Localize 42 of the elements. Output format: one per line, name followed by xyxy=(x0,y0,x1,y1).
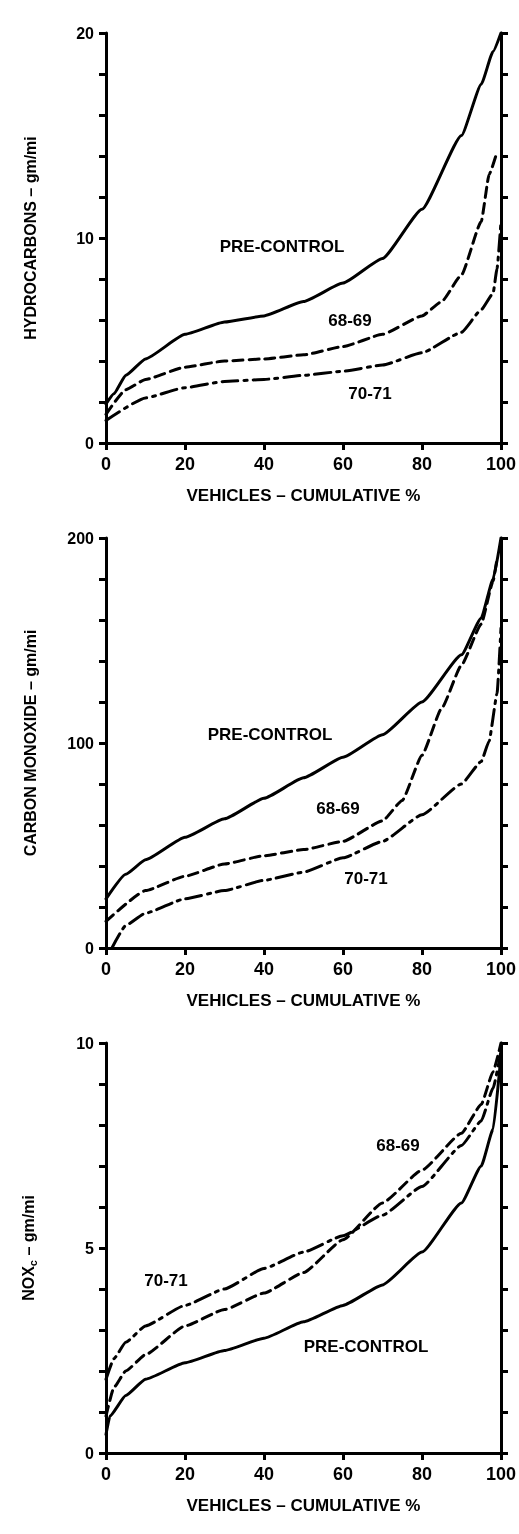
y-tick-label: 0 xyxy=(85,1444,95,1462)
x-tick-label: 40 xyxy=(253,959,275,979)
y-tick-label: 0 xyxy=(85,434,95,452)
series-label: 70-71 xyxy=(344,868,388,888)
y-tick-label: 5 xyxy=(85,1239,95,1257)
series-label: 68-69 xyxy=(376,1136,420,1155)
series-label: 68-69 xyxy=(328,310,372,330)
y-tick-label: 10 xyxy=(76,229,95,247)
x-tick-label: 40 xyxy=(253,1464,275,1484)
y-tick-label: 100 xyxy=(67,734,95,752)
x-tick-label: 80 xyxy=(411,959,432,979)
x-tick-label: 60 xyxy=(332,1464,354,1484)
y-tick-label: 10 xyxy=(76,1034,95,1052)
x-tick-label: 0 xyxy=(100,1464,112,1484)
x-tick-label: 20 xyxy=(174,1464,196,1484)
x-tick-label: 20 xyxy=(174,959,196,979)
x-tick-label: 20 xyxy=(174,454,196,474)
x-tick-label: 60 xyxy=(332,959,354,979)
y-tick-label: 200 xyxy=(67,529,95,547)
y-tick-label: 0 xyxy=(85,939,95,957)
series-label: 68-69 xyxy=(316,799,360,819)
series-label: PRE-CONTROL xyxy=(303,1336,429,1356)
x-axis-title: VEHICLES – CUMULATIVE % xyxy=(186,486,421,505)
x-axis-title: VEHICLES – CUMULATIVE % xyxy=(186,991,421,1010)
x-tick-label: 100 xyxy=(485,454,517,474)
series-label: PRE-CONTROL xyxy=(219,236,345,256)
y-axis-title: CARBON MONOXIDE – gm/mi xyxy=(21,629,39,857)
series-label: 70-71 xyxy=(144,1271,188,1291)
y-tick-label: 20 xyxy=(76,24,95,42)
x-tick-label: 100 xyxy=(485,959,517,979)
x-axis-title: VEHICLES – CUMULATIVE % xyxy=(186,1496,421,1515)
x-tick-label: 0 xyxy=(100,959,112,979)
x-tick-label: 60 xyxy=(332,454,354,474)
series-label: PRE-CONTROL xyxy=(207,725,333,745)
series-label: 70-71 xyxy=(348,384,392,404)
x-tick-label: 80 xyxy=(411,454,432,474)
x-tick-label: 80 xyxy=(411,1464,432,1484)
y-axis-title: NOXc – gm/mi xyxy=(20,1195,39,1301)
y-axis-title: HYDROCARBONS – gm/mi xyxy=(21,136,39,340)
x-tick-label: 0 xyxy=(100,454,112,474)
x-tick-label: 100 xyxy=(485,1464,517,1484)
x-tick-label: 40 xyxy=(253,454,275,474)
